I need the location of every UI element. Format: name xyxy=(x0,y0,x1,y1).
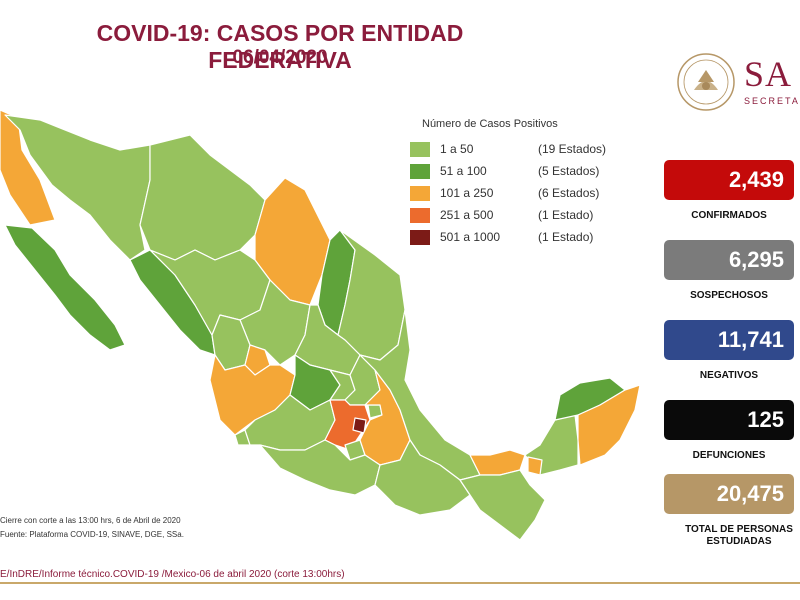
map-legend: Número de Casos Positivos 1 a 50 (19 Est… xyxy=(410,118,606,248)
state-coahuila xyxy=(254,177,331,306)
legend-range: 51 a 100 xyxy=(440,164,487,178)
legend-range: 101 a 250 xyxy=(440,186,494,200)
legend-swatch xyxy=(410,163,430,179)
stat-label: NEGATIVOS xyxy=(699,370,759,381)
brand-subtitle: SECRETARÍ xyxy=(744,96,800,106)
bottom-divider xyxy=(0,582,800,584)
stat-value: 20,475 xyxy=(664,474,794,514)
legend-title: Número de Casos Positivos xyxy=(422,118,558,130)
legend-item: 1 a 50 (19 Estados) xyxy=(410,138,606,160)
legend-item: 101 a 250 (6 Estados) xyxy=(410,182,606,204)
stat-suspected: 6,295 SOSPECHOSOS xyxy=(664,240,794,302)
stat-label: SOSPECHOSOS xyxy=(690,290,768,301)
page-date: 06/04/2020 xyxy=(232,47,328,68)
legend-range: 1 a 50 xyxy=(440,142,474,156)
state-chiapas xyxy=(459,469,546,541)
stat-total-studied: 20,475 TOTAL DE PERSONAS ESTUDIADAS xyxy=(664,474,794,548)
legend-item: 51 a 100 (5 Estados) xyxy=(410,160,606,182)
brand-logo: SA xyxy=(744,54,793,94)
legend-count: (5 Estados) xyxy=(538,164,600,178)
state-sonora xyxy=(4,114,151,261)
legend-count: (1 Estado) xyxy=(538,230,594,244)
footnote-cutoff: Cierre con corte a las 13:00 hrs, 6 de A… xyxy=(0,516,181,525)
state-baja-california-sur xyxy=(4,224,126,351)
stat-value: 6,295 xyxy=(664,240,794,280)
page-title: COVID-19: CASOS POR ENTIDAD FEDERATIVA xyxy=(96,20,464,73)
footnote-reference: E/InDRE/Informe técnico.COVID-19 /Mexico… xyxy=(0,569,345,580)
stat-deaths: 125 DEFUNCIONES xyxy=(664,400,794,462)
legend-count: (1 Estado) xyxy=(538,208,594,222)
government-seal-icon xyxy=(677,53,735,111)
legend-swatch xyxy=(410,229,430,245)
state-region-patch xyxy=(527,456,543,476)
legend-item: 501 a 1000 (1 Estado) xyxy=(410,226,606,248)
state-chihuahua xyxy=(139,134,266,261)
state-estado-de-mexico xyxy=(324,399,371,451)
legend-item: 251 a 500 (1 Estado) xyxy=(410,204,606,226)
legend-swatch xyxy=(410,141,430,157)
state-quintana-roo xyxy=(577,384,641,466)
legend-count: (6 Estados) xyxy=(538,186,600,200)
legend-range: 501 a 1000 xyxy=(440,230,501,244)
stat-value: 11,741 xyxy=(664,320,794,360)
stat-negative: 11,741 NEGATIVOS xyxy=(664,320,794,382)
stat-label: CONFIRMADOS xyxy=(691,210,767,221)
stat-confirmed: 2,439 CONFIRMADOS xyxy=(664,160,794,222)
legend-count: (19 Estados) xyxy=(538,142,607,156)
mexico-map xyxy=(0,109,641,541)
stat-label: DEFUNCIONES xyxy=(692,450,766,461)
stat-label: TOTAL DE PERSONAS ESTUDIADAS xyxy=(685,524,793,547)
state-guerrero xyxy=(259,439,381,496)
legend-swatch xyxy=(410,185,430,201)
footnote-source: Fuente: Plataforma COVID-19, SINAVE, DGE… xyxy=(0,530,184,539)
legend-range: 251 a 500 xyxy=(440,208,494,222)
stat-value: 125 xyxy=(664,400,794,440)
stat-value: 2,439 xyxy=(664,160,794,200)
legend-swatch xyxy=(410,207,430,223)
